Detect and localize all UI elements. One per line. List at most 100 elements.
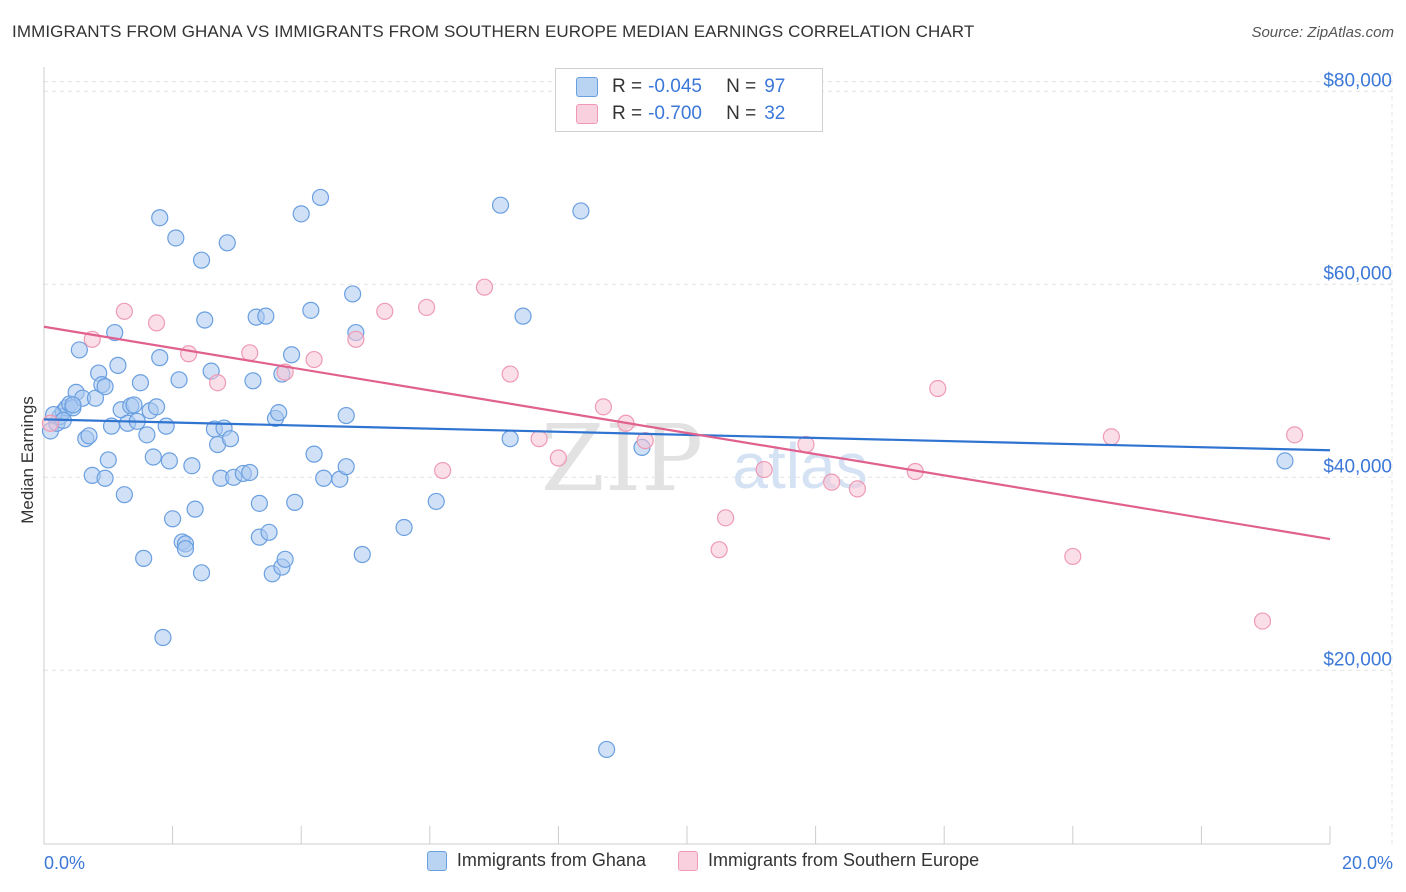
series-label-ghana: Immigrants from Ghana [456, 850, 646, 870]
data-points [41, 188, 1304, 759]
stats-legend: R = -0.045 N = 97 R = -0.700 N = 32 [555, 68, 823, 132]
ghana-point [164, 510, 182, 528]
southern-europe-point [115, 302, 133, 320]
ghana-point [491, 196, 510, 214]
legend-swatch-ghana [576, 77, 598, 97]
ghana-point [138, 426, 156, 444]
ghana-point [501, 430, 519, 448]
trend-lines [43, 325, 1331, 541]
ghana-point [241, 463, 259, 482]
ghana-point [186, 500, 204, 518]
x-tick-label: 0.0% [44, 853, 85, 873]
southern-europe-point [347, 330, 365, 348]
ghana-point [344, 285, 362, 303]
ghana-point [64, 396, 82, 414]
ghana-point [115, 486, 133, 504]
y-tick-label: $20,000 [1323, 649, 1392, 670]
southern-europe-point [710, 541, 728, 559]
southern-europe-point [475, 278, 494, 296]
ghana-point [151, 349, 169, 367]
legend-swatch-southern-europe [576, 104, 598, 124]
ghana-point [337, 458, 355, 476]
gridlines [44, 72, 1393, 844]
legend-row-ghana: R = -0.045 N = 97 [576, 74, 785, 100]
ghana-point [183, 457, 201, 475]
ghana-point [598, 740, 616, 759]
ghana-point [353, 545, 371, 564]
southern-europe-point [716, 509, 735, 527]
southern-europe-point [755, 460, 773, 479]
ghana-point [154, 628, 172, 647]
ghana-point [96, 469, 114, 487]
chart-source: Source: ZipAtlas.com [1251, 24, 1394, 41]
southern-europe-point [1102, 428, 1120, 446]
y-tick-label: $60,000 [1323, 263, 1392, 284]
ghana-point [221, 430, 240, 448]
series-swatch-southern-europe [677, 850, 698, 871]
southern-europe-point [594, 398, 613, 416]
ghana-point [218, 234, 236, 252]
ghana-point [311, 188, 330, 207]
legend-r-value: -0.700 [648, 103, 702, 124]
southern-europe-point [376, 302, 394, 320]
southern-europe-point [636, 432, 654, 450]
southern-europe-point [549, 449, 568, 467]
southern-europe-point [41, 414, 60, 432]
legend-n-label: N = [726, 103, 757, 124]
southern-europe-point [1286, 426, 1304, 444]
southern-europe-point [929, 379, 947, 398]
legend-r-value: -0.045 [648, 76, 702, 97]
ghana-point [176, 540, 195, 558]
ghana-point [395, 518, 413, 537]
ghana-point [315, 469, 333, 487]
ghana-point [192, 251, 211, 269]
axes [43, 67, 1331, 845]
ghana-point [572, 202, 590, 220]
ghana-trend-line [43, 418, 1331, 452]
ghana-point [257, 307, 275, 325]
ghana-point [427, 492, 445, 511]
ghana-point [135, 549, 153, 567]
ghana-point [260, 523, 278, 541]
ghana-point [250, 494, 269, 512]
ghana-point [125, 396, 143, 414]
ghana-point [160, 452, 178, 470]
series-label-southern-europe: Immigrants from Southern Europe [707, 850, 980, 870]
y-tick-label: $80,000 [1323, 70, 1392, 91]
y-tick-label: $40,000 [1323, 456, 1392, 477]
ghana-point [109, 356, 127, 374]
series-legend-ghana: Immigrants from Ghana [426, 850, 646, 871]
ghana-point [157, 417, 175, 435]
legend-n-value: 97 [764, 76, 786, 97]
southern-europe-point [417, 298, 436, 317]
legend-r-label: R = [612, 103, 643, 124]
ghana-point [70, 341, 88, 359]
series-legend-southern-europe: Immigrants from Southern Europe [677, 850, 980, 871]
southern-europe-point [501, 365, 519, 383]
series-swatch-ghana [426, 850, 447, 871]
southern-europe-point [209, 374, 227, 392]
ghana-point [192, 564, 211, 582]
ghana-point [151, 209, 169, 227]
ghana-point [80, 427, 98, 445]
ghana-point [337, 406, 355, 425]
series-legend: Immigrants from Ghana Immigrants from So… [0, 850, 1406, 871]
southern-europe-point [848, 480, 866, 498]
ghana-point [292, 205, 310, 223]
legend-n-value: 32 [764, 103, 786, 124]
ghana-point [144, 448, 162, 466]
southern-europe-point [305, 350, 323, 369]
southern-europe-trend-line [43, 325, 1331, 541]
ghana-point [1276, 452, 1294, 470]
southern-europe-point [823, 473, 841, 491]
ghana-point [170, 371, 188, 389]
ghana-point [514, 307, 532, 325]
ghana-point [131, 374, 150, 392]
southern-europe-point [530, 430, 548, 448]
legend-r-label: R = [612, 76, 643, 97]
ghana-point [282, 346, 301, 364]
southern-europe-point [241, 344, 259, 362]
southern-europe-point [1064, 547, 1082, 566]
southern-europe-point [1253, 612, 1272, 630]
